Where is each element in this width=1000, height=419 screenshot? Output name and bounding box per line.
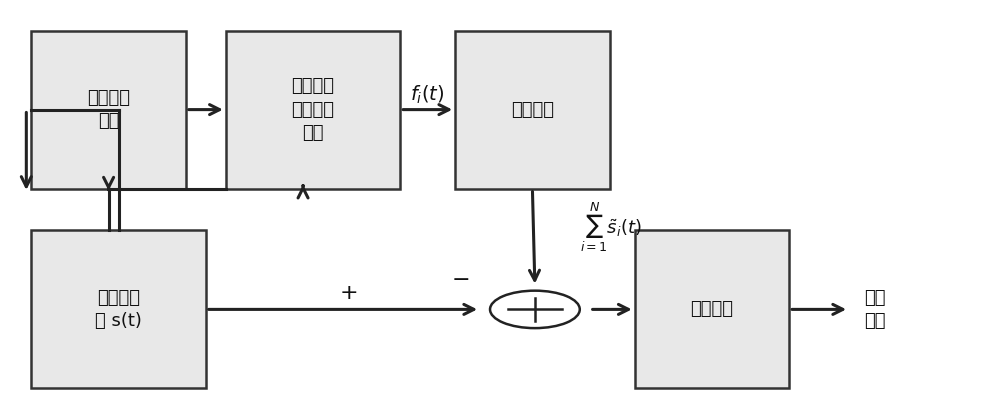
Text: 特征提取: 特征提取 (690, 300, 733, 318)
FancyBboxPatch shape (31, 230, 206, 388)
Text: 时变滤波: 时变滤波 (511, 101, 554, 119)
FancyBboxPatch shape (455, 31, 610, 189)
FancyBboxPatch shape (635, 230, 789, 388)
Text: $f_i(t)$: $f_i(t)$ (410, 84, 445, 106)
Text: 时频分布
计算: 时频分布 计算 (87, 89, 130, 130)
Text: $-$: $-$ (451, 268, 469, 288)
FancyBboxPatch shape (31, 31, 186, 189)
Text: $\sum_{i=1}^{N} \tilde{s}_i(t)$: $\sum_{i=1}^{N} \tilde{s}_i(t)$ (580, 200, 642, 254)
FancyBboxPatch shape (226, 31, 400, 189)
Text: $+$: $+$ (339, 283, 357, 303)
Text: 多分量信
号 s(t): 多分量信 号 s(t) (95, 289, 142, 330)
Text: 信号分量
时频信息
提取: 信号分量 时频信息 提取 (292, 77, 335, 142)
Circle shape (490, 291, 580, 328)
Text: 增强
特征: 增强 特征 (864, 289, 885, 330)
